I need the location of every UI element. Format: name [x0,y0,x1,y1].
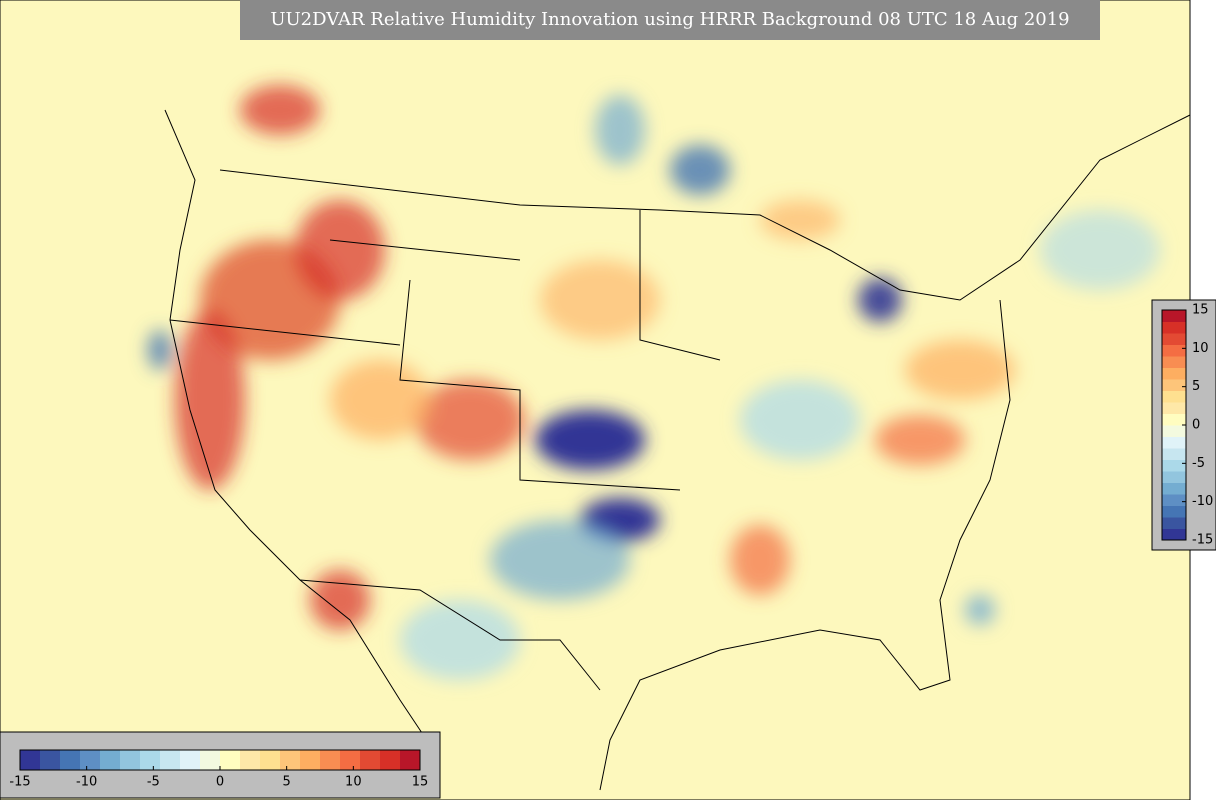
colorbar-tick-label: 5 [283,775,291,790]
colorbar-segment [100,750,121,770]
colorbar-tick-label: -5 [147,775,160,790]
colorbar-segment [1162,379,1186,391]
colorbar-segment [1162,367,1186,380]
colorbar-tick-label: 0 [1192,418,1200,433]
colorbar-segment [1162,482,1186,495]
colorbar-segment [1162,344,1186,357]
map-title: UU2DVAR Relative Humidity Innovation usi… [270,9,1069,30]
colorbar-segment [1162,517,1186,529]
colorbar-segment [360,750,381,770]
colorbar-segment [120,750,141,770]
colorbar-tick-label: 5 [1192,379,1200,394]
colorbar-tick-label: -10 [76,775,97,790]
colorbar-segment [1162,494,1186,506]
colorbar-segment [1162,402,1186,414]
colorbar-tick-label: -10 [1192,494,1213,509]
colorbar-segment [1162,321,1186,334]
colorbar-segment [60,750,81,770]
colorbar-segment [80,750,101,770]
colorbar-segment [240,750,261,770]
colorbar-tick-label: 0 [216,775,224,790]
colorbar-segment [340,750,361,770]
borders [164,109,1191,791]
colorbar-segment [300,750,321,770]
colorbar-segment [1162,333,1186,345]
title-box [240,0,1100,40]
colorbar-segment [40,750,61,770]
colorbar-segment [1162,310,1186,322]
colorbar-segment [1162,413,1186,426]
colorbar-segment [1162,356,1186,368]
colorbar-segment [1162,436,1186,449]
colorbar-segment [320,750,341,770]
colorbar-tick-label: -15 [9,775,30,790]
colorbar-tick-label: -15 [1192,533,1213,548]
colorbar-tick-label: 15 [412,775,429,790]
colorbar-segment [1162,528,1186,541]
colorbar-segment [180,750,201,770]
colorbar-tick-label: 10 [1192,341,1209,356]
colorbar-segment [1162,390,1186,403]
colorbar-segment [140,750,161,770]
colorbar-segment [160,750,181,770]
colorbar-segment [1162,425,1186,437]
colorbar-segment [1162,459,1186,472]
colorbar-segment [260,750,281,770]
colorbar-segment [20,750,41,770]
colorbar-segment [1162,505,1186,518]
colorbar-segment [200,750,221,770]
colorbar-segment [380,750,401,770]
colorbar-segment [400,750,421,770]
colorbar-segment [1162,448,1186,460]
colorbar-tick-label: -5 [1192,456,1205,471]
colorbar-tick-label: 15 [1192,303,1209,318]
colorbar-segment [1162,471,1186,483]
map [0,0,1191,800]
colorbar-tick-label: 10 [345,775,362,790]
colorbar-segment [280,750,301,770]
colorbar-segment [220,750,241,770]
